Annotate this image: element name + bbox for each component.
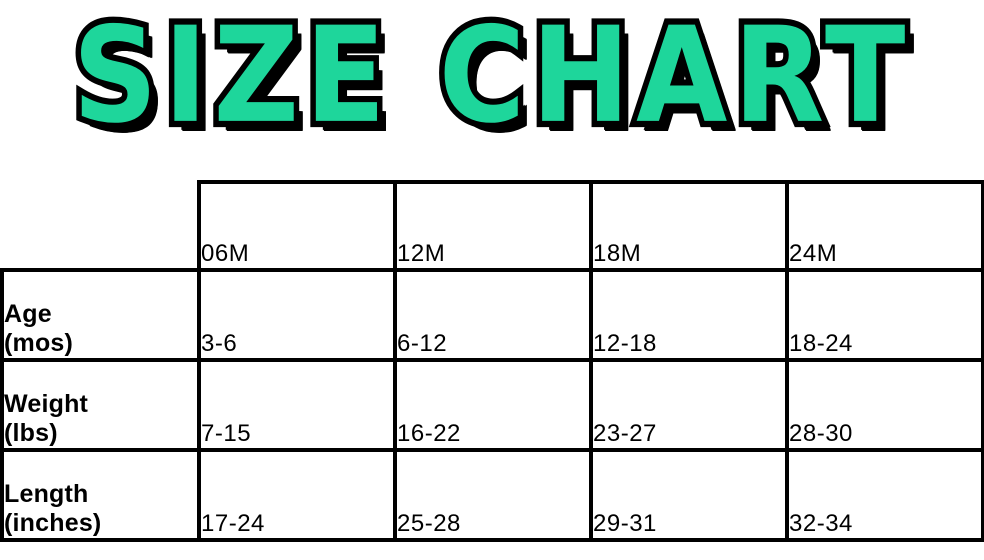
cell-length-24m: 32-34 [785,448,984,542]
size-chart-table: 06M 12M 18M 24M Age (mos) 3-6 6-12 [0,180,984,542]
row-label-age: Age (mos) [4,300,197,358]
cell-age-24m: 18-24 [785,268,984,362]
table-row: Length (inches) 17-24 25-28 29-31 32-34 [0,448,984,542]
row-label-weight-unit: (lbs) [4,419,58,447]
row-label-age-unit: (mos) [4,329,74,357]
row-label-length: Length (inches) [4,480,197,538]
table-row: Age (mos) 3-6 6-12 12-18 18-24 [0,268,984,362]
cell-weight-12m: 16-22 [393,358,593,452]
column-header-12m: 12M [393,180,593,272]
cell-length-06m: 17-24 [197,448,397,542]
cell-age-12m: 6-12 [393,268,593,362]
row-header-age: Age (mos) [0,268,201,362]
table-row: Weight (lbs) 7-15 16-22 23-27 28-30 [0,358,984,452]
column-header-18m: 18M [589,180,789,272]
cell-weight-06m: 7-15 [197,358,397,452]
cell-length-18m: 29-31 [589,448,789,542]
page-title-text: SIZE CHART [67,0,912,153]
cell-length-12m: 25-28 [393,448,593,542]
table-header: 06M 12M 18M 24M [2,180,984,272]
cell-weight-18m: 23-27 [589,358,789,452]
row-label-age-name: Age [4,300,52,328]
row-label-length-unit: (inches) [4,509,102,537]
row-label-weight: Weight (lbs) [4,390,197,448]
row-label-weight-name: Weight [4,390,89,418]
table-body: Age (mos) 3-6 6-12 12-18 18-24 Weight (l… [0,268,984,542]
size-chart-table-container: 06M 12M 18M 24M Age (mos) 3-6 6-12 [0,180,984,560]
header-row: 06M 12M 18M 24M [2,180,984,272]
cell-age-06m: 3-6 [197,268,397,362]
cell-weight-24m: 28-30 [785,358,984,452]
column-header-06m: 06M [197,180,397,272]
column-header-24m: 24M [785,180,984,272]
cell-age-18m: 12-18 [589,268,789,362]
row-label-length-name: Length [4,480,89,508]
row-header-weight: Weight (lbs) [0,358,201,452]
table-corner-cell [2,182,199,270]
page-title: SIZE CHART [0,0,984,150]
row-header-length: Length (inches) [0,448,201,542]
